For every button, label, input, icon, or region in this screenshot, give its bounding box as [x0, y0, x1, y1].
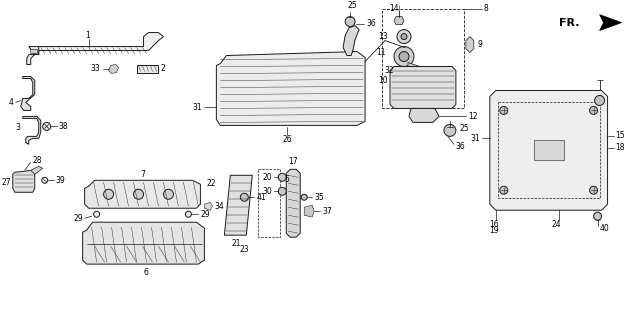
Polygon shape — [204, 202, 212, 210]
Circle shape — [589, 186, 598, 194]
Text: 4: 4 — [9, 98, 14, 107]
Text: 9: 9 — [478, 40, 483, 49]
Text: 28: 28 — [33, 156, 42, 165]
Text: 16: 16 — [489, 220, 499, 229]
Circle shape — [589, 107, 598, 115]
Circle shape — [301, 194, 307, 200]
Text: 40: 40 — [600, 224, 609, 233]
Text: 33: 33 — [91, 64, 100, 73]
Circle shape — [444, 124, 456, 136]
Circle shape — [500, 186, 508, 194]
Text: 12: 12 — [468, 112, 477, 121]
Text: 38: 38 — [59, 122, 68, 131]
Polygon shape — [225, 175, 252, 235]
Text: 30: 30 — [262, 187, 272, 196]
Circle shape — [43, 123, 51, 130]
Polygon shape — [136, 65, 159, 73]
Text: 1: 1 — [85, 31, 90, 40]
Text: 35: 35 — [314, 193, 324, 202]
Polygon shape — [490, 91, 607, 210]
Polygon shape — [23, 116, 41, 144]
Polygon shape — [27, 46, 39, 65]
Text: 37: 37 — [322, 207, 332, 216]
Circle shape — [401, 34, 407, 40]
Polygon shape — [534, 140, 564, 160]
Circle shape — [134, 189, 143, 199]
Circle shape — [394, 46, 414, 67]
Text: 2: 2 — [161, 64, 165, 73]
Polygon shape — [20, 76, 35, 110]
Circle shape — [104, 189, 113, 199]
Circle shape — [186, 211, 191, 217]
Circle shape — [278, 187, 286, 195]
Polygon shape — [394, 17, 404, 25]
Text: 14: 14 — [389, 4, 399, 13]
Text: 8: 8 — [484, 4, 488, 13]
Text: 25: 25 — [348, 1, 357, 10]
Circle shape — [595, 95, 605, 105]
Circle shape — [500, 107, 508, 115]
Text: 6: 6 — [143, 268, 148, 276]
Polygon shape — [600, 15, 621, 31]
Polygon shape — [390, 67, 456, 108]
Polygon shape — [343, 26, 359, 56]
Circle shape — [93, 211, 100, 217]
Polygon shape — [31, 166, 43, 174]
Polygon shape — [408, 62, 426, 81]
Text: 25: 25 — [460, 124, 470, 133]
Circle shape — [399, 52, 409, 61]
Text: 29: 29 — [200, 210, 210, 219]
Circle shape — [594, 212, 602, 220]
Circle shape — [241, 193, 248, 201]
Circle shape — [397, 29, 411, 44]
Text: 36: 36 — [456, 142, 466, 151]
Polygon shape — [109, 65, 118, 74]
Text: 22: 22 — [207, 179, 216, 188]
Circle shape — [42, 177, 48, 183]
Text: 10: 10 — [378, 76, 388, 85]
Text: 31: 31 — [470, 134, 480, 143]
Text: 13: 13 — [378, 32, 388, 41]
Text: 24: 24 — [552, 220, 561, 229]
Polygon shape — [304, 205, 314, 217]
Text: 23: 23 — [239, 245, 249, 254]
Text: 36: 36 — [366, 19, 376, 28]
Polygon shape — [409, 108, 439, 123]
Polygon shape — [466, 36, 474, 52]
Text: 32: 32 — [385, 66, 394, 75]
Polygon shape — [29, 49, 36, 52]
Text: 17: 17 — [289, 157, 298, 166]
Text: 31: 31 — [193, 103, 202, 112]
Text: 19: 19 — [489, 226, 499, 235]
Polygon shape — [84, 180, 200, 208]
Text: 34: 34 — [214, 202, 224, 211]
Polygon shape — [83, 222, 204, 264]
Text: 20: 20 — [262, 173, 272, 182]
Text: 26: 26 — [282, 135, 292, 144]
Text: 27: 27 — [1, 178, 11, 187]
Text: 39: 39 — [56, 176, 65, 185]
Text: 5: 5 — [284, 175, 289, 184]
Polygon shape — [286, 169, 300, 237]
Circle shape — [278, 173, 286, 181]
Polygon shape — [34, 33, 163, 54]
Circle shape — [345, 17, 355, 27]
Text: 11: 11 — [376, 48, 386, 57]
Text: 7: 7 — [140, 170, 145, 179]
Text: 18: 18 — [616, 143, 625, 152]
Circle shape — [163, 189, 173, 199]
Text: 21: 21 — [232, 239, 241, 248]
Text: 29: 29 — [73, 214, 83, 223]
Text: FR.: FR. — [559, 18, 580, 28]
Text: 3: 3 — [16, 123, 20, 132]
Polygon shape — [13, 170, 35, 192]
Polygon shape — [216, 52, 365, 125]
Text: 41: 41 — [256, 193, 266, 202]
Text: 15: 15 — [616, 132, 625, 140]
